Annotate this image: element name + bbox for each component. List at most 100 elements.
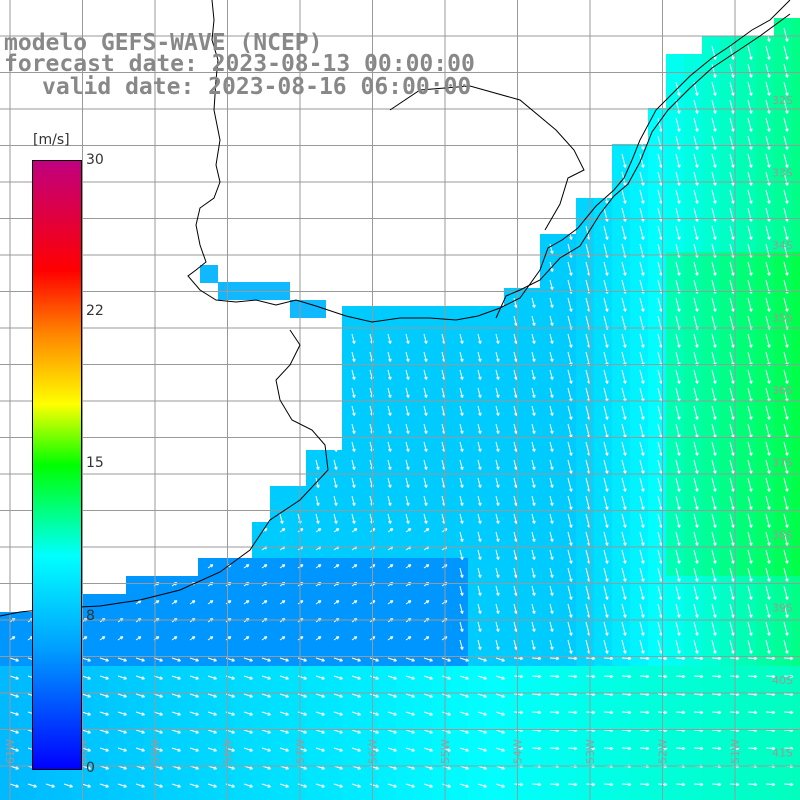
wind-arrow [765, 477, 771, 492]
wind-arrow [261, 675, 271, 680]
speed-cell [630, 306, 648, 324]
wind-arrow [45, 783, 55, 788]
speed-cell [630, 288, 648, 306]
wind-arrow [333, 477, 338, 489]
speed-cell [774, 558, 792, 576]
speed-cell [522, 360, 540, 378]
wind-arrow [711, 369, 717, 384]
wind-arrow [567, 333, 573, 348]
wind-arrow [567, 441, 573, 456]
speed-cell [522, 324, 540, 342]
wind-arrow [729, 656, 740, 661]
wind-arrow [693, 495, 699, 510]
wind-arrow [711, 99, 717, 114]
wind-arrow [675, 225, 681, 240]
wind-arrow [531, 567, 536, 579]
speed-cell [198, 702, 216, 720]
wind-arrow [135, 636, 142, 641]
wind-arrow [783, 261, 789, 276]
speed-cell [342, 756, 360, 774]
wind-arrow [333, 441, 338, 453]
wind-arrow [9, 636, 16, 641]
wind-arrow [279, 513, 284, 525]
speed-cell [504, 576, 522, 594]
wind-arrow [711, 531, 717, 546]
speed-cell [324, 774, 342, 792]
speed-cell [54, 774, 72, 792]
speed-cell [252, 738, 270, 756]
speed-cell [18, 774, 36, 792]
speed-cell [666, 612, 684, 630]
speed-cell [576, 522, 594, 540]
speed-cell [360, 774, 378, 792]
speed-cell [702, 594, 720, 612]
wind-arrow [477, 693, 487, 698]
speed-cell [756, 774, 774, 792]
speed-cell [414, 504, 432, 522]
wind-arrow [783, 459, 789, 474]
speed-cell [126, 702, 144, 720]
speed-cell [738, 594, 756, 612]
speed-cell [792, 504, 800, 522]
speed-cell [630, 486, 648, 504]
speed-cell [576, 594, 594, 612]
wind-arrow [729, 369, 735, 384]
wind-arrow [405, 636, 412, 641]
speed-cell [630, 270, 648, 288]
speed-cell [702, 414, 720, 432]
speed-cell [774, 774, 792, 792]
wind-arrow [477, 783, 487, 788]
speed-cell [252, 576, 270, 594]
wind-arrow [711, 710, 722, 715]
wind-arrow [117, 729, 127, 734]
wind-arrow [747, 153, 753, 168]
wind-arrow [477, 675, 487, 680]
speed-cell [414, 612, 432, 630]
wind-arrow [729, 603, 735, 618]
wind-arrow [405, 477, 410, 489]
speed-cell [684, 468, 702, 486]
speed-cell [270, 594, 288, 612]
wind-arrow [261, 600, 268, 605]
wind-arrow [783, 656, 794, 661]
speed-cell [450, 738, 468, 756]
speed-cell [432, 630, 450, 648]
speed-cell [0, 666, 18, 684]
wind-arrow [675, 603, 681, 618]
wind-arrow [621, 639, 627, 654]
speed-cell [396, 702, 414, 720]
speed-cell [648, 612, 666, 630]
speed-cell [648, 414, 666, 432]
speed-cell [270, 558, 288, 576]
wind-arrow [531, 423, 536, 435]
speed-cell [702, 180, 720, 198]
wind-arrow [333, 747, 343, 752]
wind-arrow [117, 675, 127, 680]
speed-cell [756, 54, 774, 72]
speed-cell [270, 540, 288, 558]
wind-arrow [603, 225, 609, 240]
speed-cell [162, 792, 180, 800]
speed-cell [432, 540, 450, 558]
wind-arrow [783, 27, 789, 42]
speed-cell [378, 468, 396, 486]
speed-cell [666, 666, 684, 684]
speed-cell [288, 738, 306, 756]
speed-cell [666, 702, 684, 720]
wind-arrow [459, 531, 464, 543]
speed-cell [414, 396, 432, 414]
wind-arrow [765, 225, 771, 240]
wind-arrow [567, 710, 578, 715]
wind-arrow [81, 747, 91, 752]
speed-cell [774, 342, 792, 360]
speed-cell [414, 450, 432, 468]
longitude-label: 53W [584, 739, 597, 764]
speed-cell [738, 360, 756, 378]
speed-cell [288, 594, 306, 612]
wind-arrow [675, 171, 681, 186]
wind-arrow [333, 333, 338, 345]
colorbar-tick-0: 0 [86, 760, 95, 776]
speed-cell [666, 576, 684, 594]
speed-cell [144, 702, 162, 720]
speed-cell [378, 576, 396, 594]
